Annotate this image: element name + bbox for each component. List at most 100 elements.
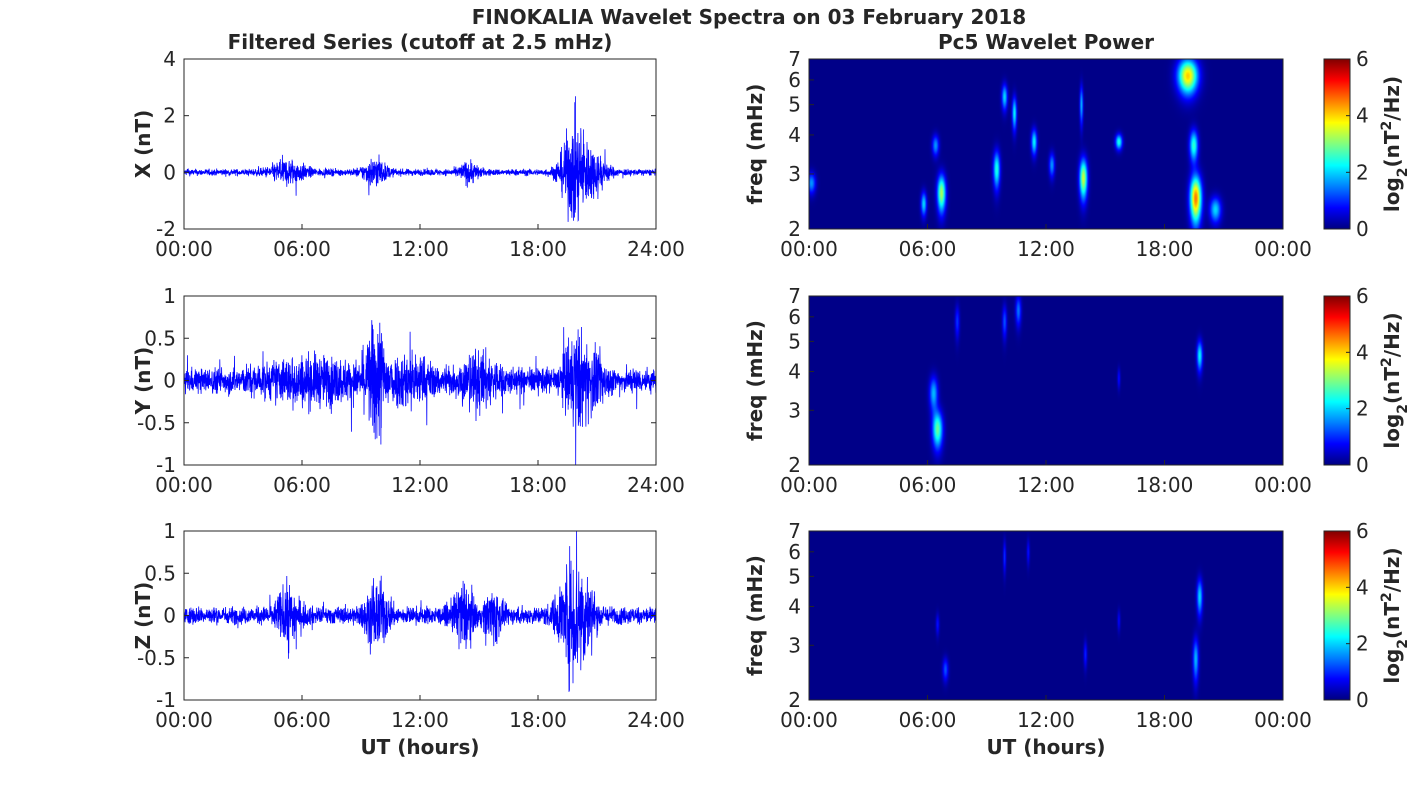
wavelet-2-ytick-label-0: 2 <box>788 453 801 477</box>
series-2-xtick-label-4: 24:00 <box>627 473 685 497</box>
wavelet-1-xtick-label-3: 18:00 <box>1136 237 1194 261</box>
wavelet-2-ytick-label-3: 5 <box>788 329 801 353</box>
series-3-xtick-label-2: 12:00 <box>391 708 449 732</box>
series-panel-2: -1 -0.5 0 0.5 1 00:00 06:00 12:00 18:00 24:00 Y (n… <box>131 284 685 497</box>
colorbar-2-label: log2(nT2/Hz) <box>1379 312 1411 448</box>
right-column-title: Pc5 Wavelet Power <box>938 30 1154 54</box>
colorbar-3-tick-label-1: 2 <box>1356 632 1369 656</box>
wavelet-1-ytick-label-2: 4 <box>788 123 801 147</box>
series-2-ylabel: Y (nT) <box>131 347 155 416</box>
series-2-ytick-label-2: 0 <box>163 369 176 393</box>
wavelet-3-ytick-label-3: 5 <box>788 564 801 588</box>
wavelet-2-xtick-label-0: 00:00 <box>780 473 838 497</box>
series-3-xtick-label-0: 00:00 <box>155 708 213 732</box>
right-xlabel: UT (hours) <box>986 735 1105 759</box>
series-1-ylabel: X (nT) <box>131 110 155 179</box>
colorbar-1 <box>1323 58 1351 230</box>
figure-title: FINOKALIA Wavelet Spectra on 03 February… <box>472 5 1026 29</box>
series-3-ytick-label-1: -0.5 <box>137 646 176 670</box>
wavelet-power-image-2 <box>809 296 1283 465</box>
series-2-xtick-label-1: 06:00 <box>273 473 331 497</box>
wavelet-1-ytick-label-0: 2 <box>788 217 801 241</box>
wavelet-3-xtick-label-3: 18:00 <box>1136 708 1194 732</box>
series-2-xtick-label-0: 00:00 <box>155 473 213 497</box>
wavelet-2-xtick-label-3: 18:00 <box>1136 473 1194 497</box>
series-2-ytick-label-4: 1 <box>163 284 176 308</box>
wavelet-3-ylabel: freq (mHz) <box>743 555 767 676</box>
series-3-ytick-label-0: -1 <box>156 688 176 712</box>
series-2-xtick-label-3: 18:00 <box>509 473 567 497</box>
wavelet-3-ytick-label-2: 4 <box>788 594 801 618</box>
series-2-ytick-label-3: 0.5 <box>144 326 176 350</box>
series-1-ytick-label-3: 4 <box>163 47 176 71</box>
series-1-xtick-label-1: 06:00 <box>273 237 331 261</box>
colorbar-3-tick-label-3: 6 <box>1356 519 1369 543</box>
series-2-xtick-label-2: 12:00 <box>391 473 449 497</box>
colorbar-3-tick-label-0: 0 <box>1356 688 1369 712</box>
colorbar-3-tick-label-2: 4 <box>1356 575 1369 599</box>
colorbar-1-label: log2(nT2/Hz) <box>1379 76 1411 212</box>
wavelet-1-ylabel: freq (mHz) <box>743 84 767 205</box>
wavelet-3-xtick-label-1: 06:00 <box>899 708 957 732</box>
colorbar-1-tick-label-2: 4 <box>1356 104 1369 128</box>
wavelet-1-xtick-label-1: 06:00 <box>899 237 957 261</box>
wavelet-3-xtick-label-4: 00:00 <box>1254 708 1312 732</box>
series-2-ytick-label-0: -1 <box>156 453 176 477</box>
colorbar-3-label: log2(nT2/Hz) <box>1379 547 1411 683</box>
colorbar-2-tick-label-3: 6 <box>1356 284 1369 308</box>
colorbar-1-tick-label-3: 6 <box>1356 47 1369 71</box>
wavelet-2-xtick-label-4: 00:00 <box>1254 473 1312 497</box>
wavelet-2-xtick-label-1: 06:00 <box>899 473 957 497</box>
left-xlabel: UT (hours) <box>360 735 479 759</box>
wavelet-1-ytick-label-4: 6 <box>788 68 801 92</box>
left-column-title: Filtered Series (cutoff at 2.5 mHz) <box>228 30 613 54</box>
wavelet-power-image-1 <box>809 59 1283 229</box>
wavelet-1-xtick-label-0: 00:00 <box>780 237 838 261</box>
series-line-3 <box>183 530 657 692</box>
wavelet-2-xtick-label-2: 12:00 <box>1017 473 1075 497</box>
wavelet-1-ytick-label-3: 5 <box>788 93 801 117</box>
colorbar-2 <box>1323 295 1351 466</box>
series-axes-1 <box>183 58 657 230</box>
wavelet-3-ytick-label-1: 3 <box>788 633 801 657</box>
wavelet-2-ytick-label-5: 7 <box>788 284 801 308</box>
series-1-ytick-label-2: 2 <box>163 104 176 128</box>
series-3-xtick-label-4: 24:00 <box>627 708 685 732</box>
wavelet-2-ytick-label-1: 3 <box>788 398 801 422</box>
wavelet-3-ytick-label-0: 2 <box>788 688 801 712</box>
colorbar-2-tick-label-0: 0 <box>1356 453 1369 477</box>
series-line-1 <box>183 96 657 222</box>
wavelet-1-xtick-label-2: 12:00 <box>1017 237 1075 261</box>
series-3-xtick-label-3: 18:00 <box>509 708 567 732</box>
colorbar-3 <box>1323 530 1351 701</box>
wavelet-3-xtick-label-0: 00:00 <box>780 708 838 732</box>
series-3-ytick-label-2: 0 <box>163 604 176 628</box>
colorbar-2-tick-label-1: 2 <box>1356 397 1369 421</box>
colorbar-2-tick-label-2: 4 <box>1356 340 1369 364</box>
wavelet-1-ytick-label-1: 3 <box>788 162 801 186</box>
series-3-xtick-label-1: 06:00 <box>273 708 331 732</box>
wavelet-1-xtick-label-4: 00:00 <box>1254 237 1312 261</box>
wavelet-2-ylabel: freq (mHz) <box>743 320 767 441</box>
series-1-xtick-label-0: 00:00 <box>155 237 213 261</box>
series-2-ytick-label-1: -0.5 <box>137 411 176 435</box>
series-3-ytick-label-4: 1 <box>163 519 176 543</box>
series-1-ytick-label-0: -2 <box>156 217 176 241</box>
wavelet-panel-2: 2 3 4 5 6 7 00:00 06:00 12:00 18:00 00:00 freq (mHz… <box>743 284 1411 497</box>
series-1-xtick-label-2: 12:00 <box>391 237 449 261</box>
series-3-ytick-label-3: 0.5 <box>144 561 176 585</box>
wavelet-2-ytick-label-2: 4 <box>788 359 801 383</box>
colorbar-1-tick-label-1: 2 <box>1356 160 1369 184</box>
wavelet-3-xtick-label-2: 12:00 <box>1017 708 1075 732</box>
wavelet-3-ytick-label-4: 6 <box>788 540 801 564</box>
series-3-ylabel: Z (nT) <box>131 582 155 650</box>
colorbar-1-tick-label-0: 0 <box>1356 217 1369 241</box>
series-1-xtick-label-3: 18:00 <box>509 237 567 261</box>
wavelet-3-ytick-label-5: 7 <box>788 519 801 543</box>
series-1-ytick-label-1: 0 <box>163 160 176 184</box>
wavelet-power-image-3 <box>809 531 1283 700</box>
series-panel-1: -2 0 2 4 00:00 06:00 12:00 18:00 24:00 X (nT) <box>131 47 685 261</box>
series-line-2 <box>183 320 657 466</box>
